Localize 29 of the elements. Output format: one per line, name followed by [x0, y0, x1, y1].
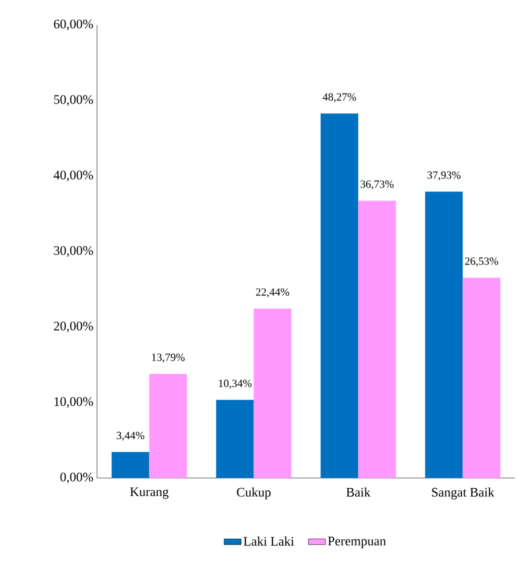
- y-tick-label: 30,00%: [54, 246, 94, 257]
- bar: [358, 200, 396, 478]
- y-tick-label: 40,00%: [54, 170, 94, 182]
- data-label: 36,73%: [360, 180, 394, 190]
- bar: [320, 114, 358, 478]
- legend-label: Perempuan: [328, 536, 386, 548]
- x-tick-label: Kurang: [130, 488, 168, 499]
- data-label: 22,44%: [256, 288, 290, 298]
- y-tick-label: 50,00%: [54, 95, 94, 106]
- x-tick-label: Baik: [346, 488, 371, 497]
- legend-label: Laki Laki: [244, 536, 294, 546]
- y-tick-label: 0,00%: [60, 472, 94, 484]
- x-tick-label: Cukup: [236, 488, 271, 500]
- y-tick-label: 60,00%: [54, 20, 94, 30]
- bar: [425, 192, 463, 478]
- y-tick-label: 20,00%: [54, 322, 94, 332]
- bar: [254, 308, 292, 478]
- bar: [112, 452, 150, 478]
- x-tick-label: Sangat Baik: [432, 488, 494, 500]
- bar: [216, 400, 254, 478]
- data-label: 37,93%: [428, 171, 461, 180]
- data-label: 13,79%: [152, 354, 185, 363]
- bar: [462, 278, 500, 478]
- data-label: 26,53%: [465, 257, 498, 266]
- y-tick-label: 10,00%: [54, 397, 94, 408]
- bar: [149, 374, 187, 478]
- data-label: 3,44%: [116, 432, 144, 441]
- data-label: 10,34%: [218, 380, 252, 389]
- data-label: 48,27%: [322, 93, 356, 102]
